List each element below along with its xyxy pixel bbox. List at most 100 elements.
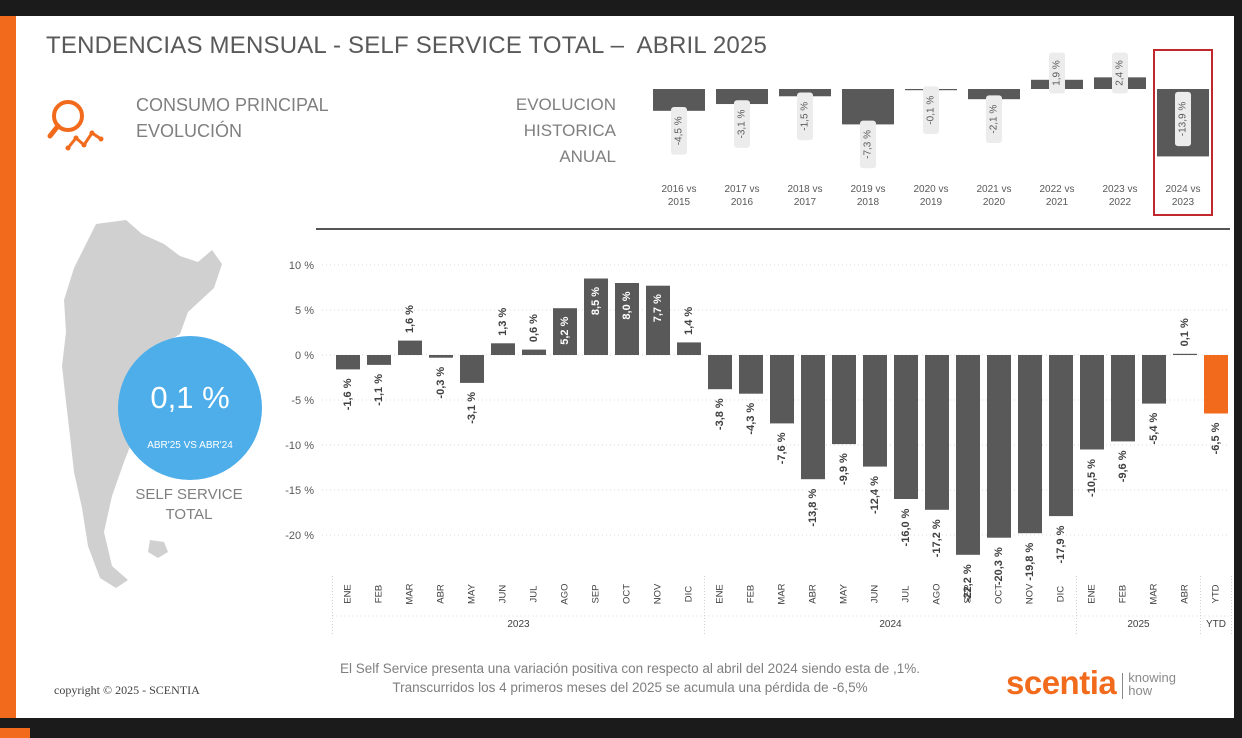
annual-category-label-2: 2018 vs 2017 xyxy=(787,184,822,208)
annual-category-label-7: 2023 vs 2022 xyxy=(1102,184,1137,208)
x-tick-label-25: FEB xyxy=(1118,585,1129,603)
svg-text:JUL: JUL xyxy=(901,586,912,603)
bar-18 xyxy=(894,355,918,499)
annual-value-label-2: -1,5 % xyxy=(797,92,813,141)
svg-text:-9,9 %: -9,9 % xyxy=(838,453,850,485)
svg-text:-7,6 %: -7,6 % xyxy=(776,432,788,464)
svg-text:-0,3 %: -0,3 % xyxy=(435,367,447,399)
bar-value-label-0: -1,6 % xyxy=(342,378,354,410)
x-tick-label-0: ENE xyxy=(343,584,354,604)
svg-text:-4,3 %: -4,3 % xyxy=(745,403,757,435)
copyright-text: copyright © 2025 - SCENTIA xyxy=(54,683,200,697)
svg-text:JUN: JUN xyxy=(870,585,881,604)
logo-tagline: knowing how xyxy=(1128,670,1176,698)
bar-value-label-24: -10,5 % xyxy=(1086,459,1098,497)
bar-4 xyxy=(460,355,484,383)
bar-value-label-21: -20,3 % xyxy=(993,547,1005,585)
x-tick-label-22: NOV xyxy=(1025,583,1036,604)
bar-value-label-3: -0,3 % xyxy=(435,367,447,399)
annual-value-label-4-pill xyxy=(923,86,939,134)
annual-category-label-0: 2016 vs 2015 xyxy=(661,184,696,208)
group-label-0: 2023 xyxy=(507,619,530,630)
svg-text:SEP: SEP xyxy=(963,584,974,603)
annual-category-label-8: 2024 vs 2023 xyxy=(1165,184,1200,208)
annual-value-label-7-pill xyxy=(1112,52,1128,94)
bar-value-label-18: -16,0 % xyxy=(900,508,912,546)
bar-value-label-19: -17,2 % xyxy=(931,519,943,557)
svg-text:SEP: SEP xyxy=(591,584,602,603)
svg-text:-17,2 %: -17,2 % xyxy=(931,519,943,557)
svg-text:-2,1 %: -2,1 % xyxy=(989,105,1000,134)
svg-text:-12,4 %: -12,4 % xyxy=(869,476,881,514)
x-tick-label-4: MAY xyxy=(467,583,478,604)
svg-text:-3,8 %: -3,8 % xyxy=(714,398,726,430)
annual-value-label-1-pill xyxy=(734,100,750,148)
annual-bar-1 xyxy=(716,89,768,105)
bar-10 xyxy=(646,285,670,355)
annual-category-label-6: 2022 vs 2021 xyxy=(1039,184,1074,208)
bar-15 xyxy=(801,355,825,480)
bar-value-label-1: -1,1 % xyxy=(373,374,385,406)
svg-text:1,3 %: 1,3 % xyxy=(497,308,509,336)
svg-text:0,6 %: 0,6 % xyxy=(528,314,540,342)
bar-value-label-8: 8,5 % xyxy=(590,287,602,315)
bar-27 xyxy=(1173,353,1197,355)
x-tick-label-24: ENE xyxy=(1087,584,1098,604)
svg-text:-0,1 %: -0,1 % xyxy=(926,96,937,125)
x-tick-label-14: MAR xyxy=(777,583,788,604)
x-tick-label-7: AGO xyxy=(560,583,571,604)
svg-text:FEB: FEB xyxy=(746,585,757,603)
bar-value-label-4: -3,1 % xyxy=(466,392,478,424)
monthly-trend-chart: 10 % 5 % 0 % -5 % -10 % -15 % -20 % -1,6 % ENE -1… xyxy=(285,260,1232,634)
x-tick-label-15: ABR xyxy=(808,584,819,604)
bar-value-label-15: -13,8 % xyxy=(807,489,819,527)
x-tick-label-23: DIC xyxy=(1056,586,1067,603)
annual-category-label-3: 2019 vs 2018 xyxy=(850,184,885,208)
bar-17 xyxy=(863,355,887,467)
group-label-3: YTD xyxy=(1206,619,1226,630)
bar-23 xyxy=(1049,355,1073,517)
bar-28 xyxy=(1204,355,1228,414)
svg-text:MAR: MAR xyxy=(777,583,788,604)
bar-19 xyxy=(925,355,949,510)
bar-3 xyxy=(429,355,453,358)
bar-1 xyxy=(367,355,391,365)
svg-text:1,6 %: 1,6 % xyxy=(404,305,416,333)
svg-text:-1,5 %: -1,5 % xyxy=(800,102,811,131)
svg-text:AGO: AGO xyxy=(932,583,943,604)
x-tick-label-20: SEP xyxy=(963,584,974,603)
annual-category-label-4: 2020 vs 2019 xyxy=(913,184,948,208)
bar-22 xyxy=(1018,355,1042,534)
bar-value-label-22: -19,8 % xyxy=(1024,543,1036,581)
bar-value-label-25: -9,6 % xyxy=(1117,450,1129,482)
svg-text:2,4 %: 2,4 % xyxy=(1115,60,1126,86)
annual-value-label-5: -2,1 % xyxy=(986,95,1002,143)
x-tick-label-17: JUN xyxy=(870,585,881,604)
x-tick-label-13: FEB xyxy=(746,585,757,603)
x-tick-label-28: YTD xyxy=(1211,584,1222,603)
annual-value-label-0-pill xyxy=(671,107,687,155)
bar-value-label-27: 0,1 % xyxy=(1179,318,1191,346)
group-label-1: 2024 xyxy=(879,619,902,630)
svg-text:ENE: ENE xyxy=(715,584,726,604)
svg-text:OCT: OCT xyxy=(622,584,633,604)
bar-21 xyxy=(987,355,1011,538)
logo-word: scentia xyxy=(1006,664,1117,701)
x-tick-label-16: MAY xyxy=(839,583,850,604)
bar-value-label-12: -3,8 % xyxy=(714,398,726,430)
annual-value-label-6: 1,9 % xyxy=(1049,52,1065,94)
bar-26 xyxy=(1142,355,1166,404)
svg-text:JUL: JUL xyxy=(529,586,540,603)
annual-value-label-4: -0,1 % xyxy=(923,86,939,134)
x-tick-label-27: ABR xyxy=(1180,584,1191,604)
y-tick-label-5: -15 % xyxy=(285,485,314,497)
bar-value-label-2: 1,6 % xyxy=(404,305,416,333)
svg-text:MAY: MAY xyxy=(839,583,850,604)
bar-value-label-9: 8,0 % xyxy=(621,291,633,319)
svg-text:-13,8 %: -13,8 % xyxy=(807,489,819,527)
bar-6 xyxy=(522,349,546,355)
annual-value-label-3-pill xyxy=(860,120,876,169)
svg-text:-16,0 %: -16,0 % xyxy=(900,508,912,546)
svg-text:-9,6 %: -9,6 % xyxy=(1117,450,1129,482)
svg-text:-5,4 %: -5,4 % xyxy=(1148,412,1160,444)
